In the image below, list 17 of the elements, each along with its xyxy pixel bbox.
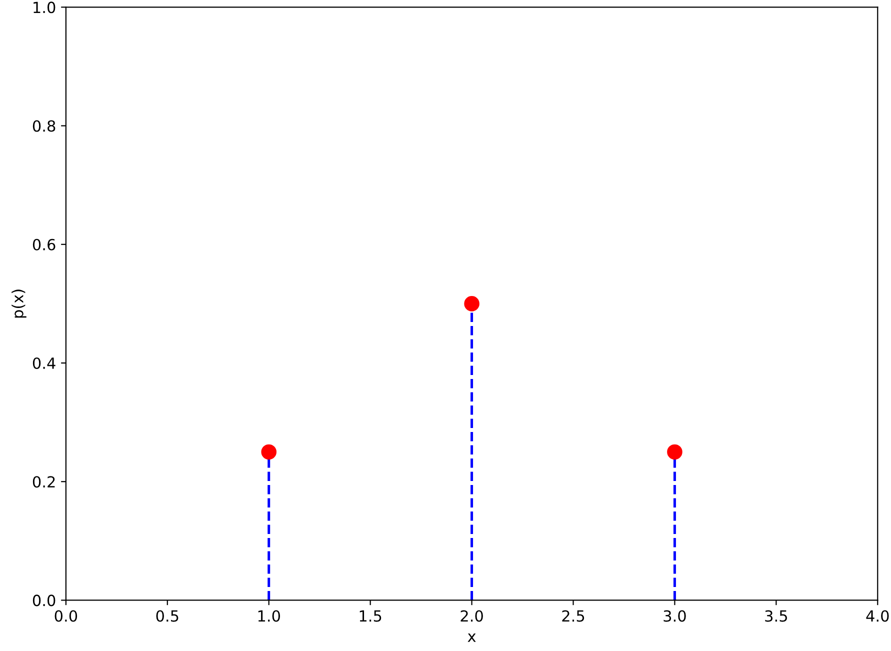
x-tick-label: 3.5 bbox=[765, 610, 787, 622]
x-tick-label: 4.0 bbox=[866, 610, 889, 622]
y-axis-title: p(x) bbox=[12, 290, 26, 318]
x-tick-label: 3.0 bbox=[664, 610, 686, 622]
x-tick-label: 1.0 bbox=[258, 610, 280, 622]
y-tick-label: 0.8 bbox=[32, 120, 56, 132]
y-tick-label: 0.6 bbox=[32, 238, 56, 250]
y-tick-label: 1.0 bbox=[34, 2, 56, 14]
x-tick-label: 0.5 bbox=[156, 610, 178, 622]
x-tick-label: 2.0 bbox=[460, 610, 483, 622]
y-tick-label: 0.4 bbox=[32, 357, 56, 370]
y-tick-label: 0.0 bbox=[32, 594, 56, 606]
x-tick-label: 2.5 bbox=[562, 610, 584, 622]
x-axis-title: x bbox=[468, 634, 476, 642]
x-tick-label: 0.0 bbox=[54, 610, 78, 622]
x-tick-label: 1.5 bbox=[360, 610, 382, 622]
y-tick-label: 0.2 bbox=[32, 476, 55, 488]
